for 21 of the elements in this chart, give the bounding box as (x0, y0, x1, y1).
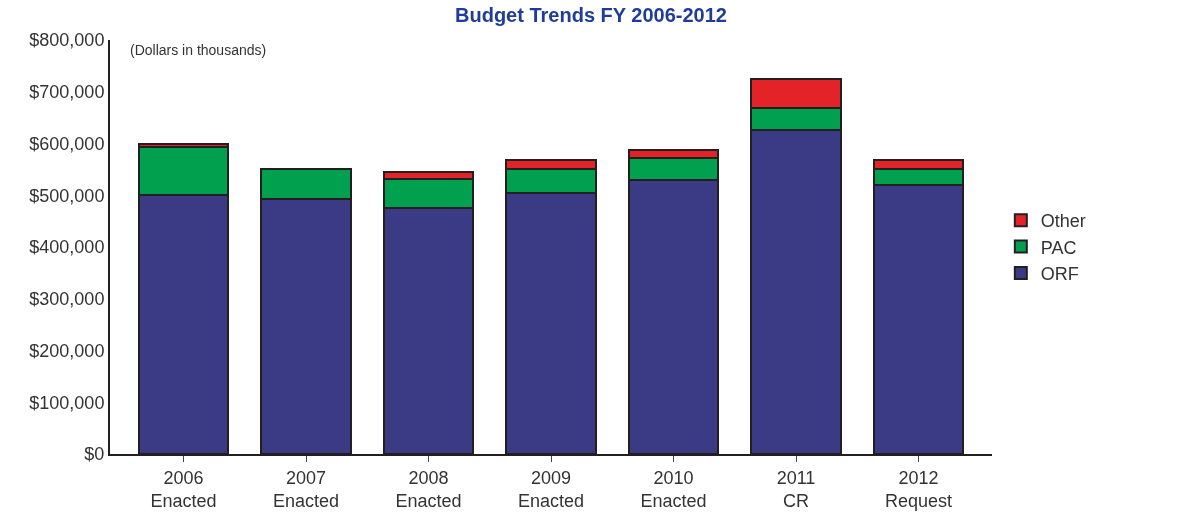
y-tick-label: $100,000 (29, 392, 105, 413)
y-tick-label: $700,000 (29, 82, 105, 103)
y-tick-label: $200,000 (29, 340, 105, 361)
y-tick-label: $500,000 (29, 185, 105, 206)
chart-title: Budget Trends FY 2006-2012 (455, 3, 727, 26)
x-tick-label: 2010 Enacted (640, 467, 707, 511)
legend-label: Other (1040, 211, 1086, 232)
y-tick-label: $300,000 (29, 289, 105, 310)
legend-label: PAC (1040, 237, 1077, 258)
y-tick-label: $600,000 (29, 133, 105, 154)
y-tick-label: $0 (84, 444, 105, 465)
y-tick-label: $800,000 (29, 30, 105, 51)
x-tick-label: 2007 Enacted (272, 467, 340, 511)
x-tick-label: 2012 Request (884, 467, 953, 511)
x-tick-label: 2011 CR (776, 467, 816, 511)
x-tick-label: 2009 Enacted (517, 467, 585, 511)
x-tick-label: 2008 Enacted (395, 467, 462, 511)
annotation: (Dollars in thousands) (130, 42, 267, 58)
legend-label: ORF (1040, 264, 1079, 285)
y-tick-label: $400,000 (29, 237, 105, 258)
x-tick-label: 2006 Enacted (150, 467, 217, 511)
